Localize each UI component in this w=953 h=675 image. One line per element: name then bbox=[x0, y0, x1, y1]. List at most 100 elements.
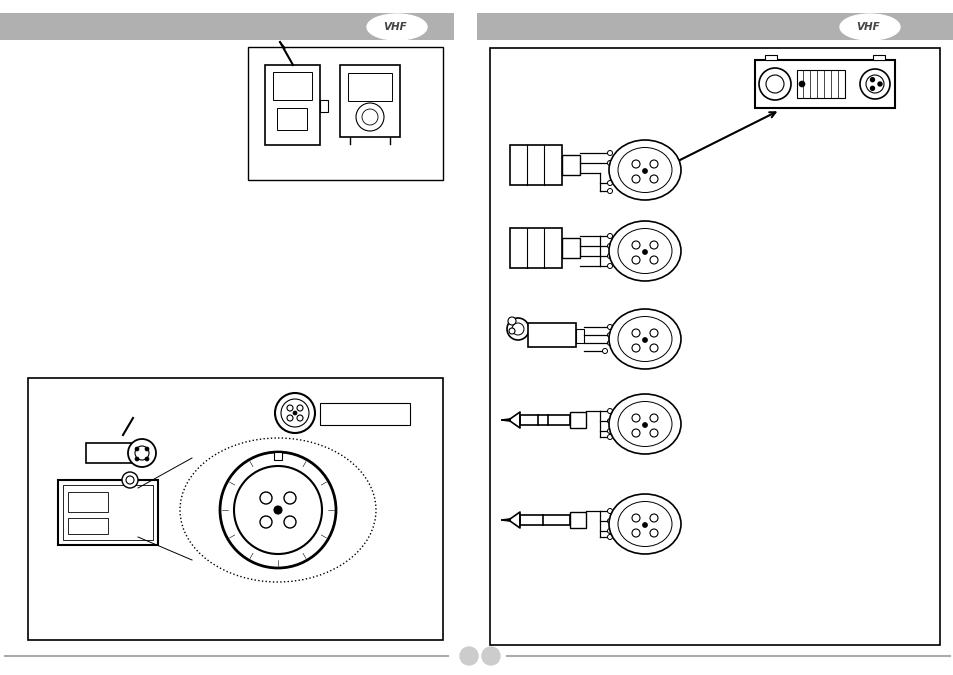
Bar bbox=[273, 72, 312, 100]
Circle shape bbox=[631, 414, 639, 422]
Bar bbox=[319, 100, 328, 112]
Circle shape bbox=[869, 78, 874, 82]
Bar bbox=[561, 155, 579, 175]
Circle shape bbox=[607, 340, 612, 346]
Ellipse shape bbox=[618, 229, 671, 273]
Circle shape bbox=[293, 411, 296, 415]
Circle shape bbox=[877, 82, 882, 86]
Ellipse shape bbox=[618, 148, 671, 192]
Circle shape bbox=[607, 418, 612, 423]
Bar bbox=[764, 55, 776, 60]
Circle shape bbox=[361, 109, 377, 125]
Bar bbox=[348, 73, 392, 101]
Circle shape bbox=[260, 492, 272, 504]
Ellipse shape bbox=[618, 317, 671, 362]
Bar bbox=[63, 485, 152, 540]
Circle shape bbox=[869, 86, 874, 90]
Bar bbox=[754, 60, 894, 108]
Circle shape bbox=[355, 103, 384, 131]
Circle shape bbox=[126, 476, 133, 484]
Bar bbox=[86, 443, 133, 463]
Circle shape bbox=[631, 241, 639, 249]
Circle shape bbox=[649, 175, 658, 183]
Text: VHF: VHF bbox=[383, 22, 406, 32]
Ellipse shape bbox=[618, 402, 671, 446]
Bar bbox=[510, 145, 561, 185]
Circle shape bbox=[296, 415, 303, 421]
Bar bbox=[576, 329, 583, 343]
Bar bbox=[68, 492, 108, 512]
Circle shape bbox=[607, 535, 612, 539]
Circle shape bbox=[607, 325, 612, 329]
Circle shape bbox=[509, 328, 515, 334]
Ellipse shape bbox=[233, 466, 322, 554]
Circle shape bbox=[649, 514, 658, 522]
Polygon shape bbox=[510, 512, 519, 528]
Circle shape bbox=[649, 256, 658, 264]
Circle shape bbox=[607, 435, 612, 439]
Circle shape bbox=[631, 529, 639, 537]
Circle shape bbox=[296, 405, 303, 411]
Circle shape bbox=[607, 408, 612, 414]
Circle shape bbox=[859, 69, 889, 99]
Circle shape bbox=[765, 75, 783, 93]
Polygon shape bbox=[510, 412, 519, 428]
Ellipse shape bbox=[608, 140, 680, 200]
Circle shape bbox=[607, 333, 612, 338]
Circle shape bbox=[607, 529, 612, 533]
Bar bbox=[519, 415, 569, 425]
Bar bbox=[319, 403, 410, 425]
Ellipse shape bbox=[608, 221, 680, 281]
Circle shape bbox=[287, 405, 293, 411]
Ellipse shape bbox=[180, 438, 375, 582]
Circle shape bbox=[122, 472, 138, 488]
Circle shape bbox=[135, 457, 139, 461]
Bar bbox=[490, 48, 939, 645]
Circle shape bbox=[865, 75, 883, 93]
Ellipse shape bbox=[367, 14, 427, 40]
Circle shape bbox=[512, 323, 523, 335]
Circle shape bbox=[459, 647, 477, 665]
Bar bbox=[872, 55, 884, 60]
Circle shape bbox=[649, 429, 658, 437]
Circle shape bbox=[607, 244, 612, 248]
Circle shape bbox=[649, 414, 658, 422]
Circle shape bbox=[631, 329, 639, 337]
Circle shape bbox=[607, 151, 612, 155]
Ellipse shape bbox=[608, 394, 680, 454]
Circle shape bbox=[649, 160, 658, 168]
Circle shape bbox=[274, 393, 314, 433]
Circle shape bbox=[506, 318, 529, 340]
Bar bbox=[796, 70, 844, 98]
Circle shape bbox=[607, 429, 612, 433]
Circle shape bbox=[287, 415, 293, 421]
Circle shape bbox=[649, 344, 658, 352]
Circle shape bbox=[481, 647, 499, 665]
Circle shape bbox=[631, 256, 639, 264]
Circle shape bbox=[649, 241, 658, 249]
Circle shape bbox=[631, 429, 639, 437]
Bar bbox=[0, 13, 454, 40]
Circle shape bbox=[631, 160, 639, 168]
Circle shape bbox=[274, 506, 282, 514]
Circle shape bbox=[649, 529, 658, 537]
Circle shape bbox=[641, 169, 647, 173]
Circle shape bbox=[135, 447, 139, 451]
Bar bbox=[248, 47, 442, 180]
Bar bbox=[58, 480, 158, 545]
Bar bbox=[265, 65, 319, 145]
Circle shape bbox=[281, 399, 309, 427]
Bar bbox=[28, 378, 442, 640]
Circle shape bbox=[145, 457, 149, 461]
Circle shape bbox=[649, 329, 658, 337]
Circle shape bbox=[284, 492, 295, 504]
Ellipse shape bbox=[618, 502, 671, 547]
Circle shape bbox=[607, 263, 612, 269]
Bar bbox=[510, 228, 561, 268]
Circle shape bbox=[128, 439, 156, 467]
Circle shape bbox=[145, 447, 149, 451]
Circle shape bbox=[607, 508, 612, 514]
Circle shape bbox=[607, 254, 612, 259]
Circle shape bbox=[641, 338, 647, 342]
Bar bbox=[561, 238, 579, 258]
